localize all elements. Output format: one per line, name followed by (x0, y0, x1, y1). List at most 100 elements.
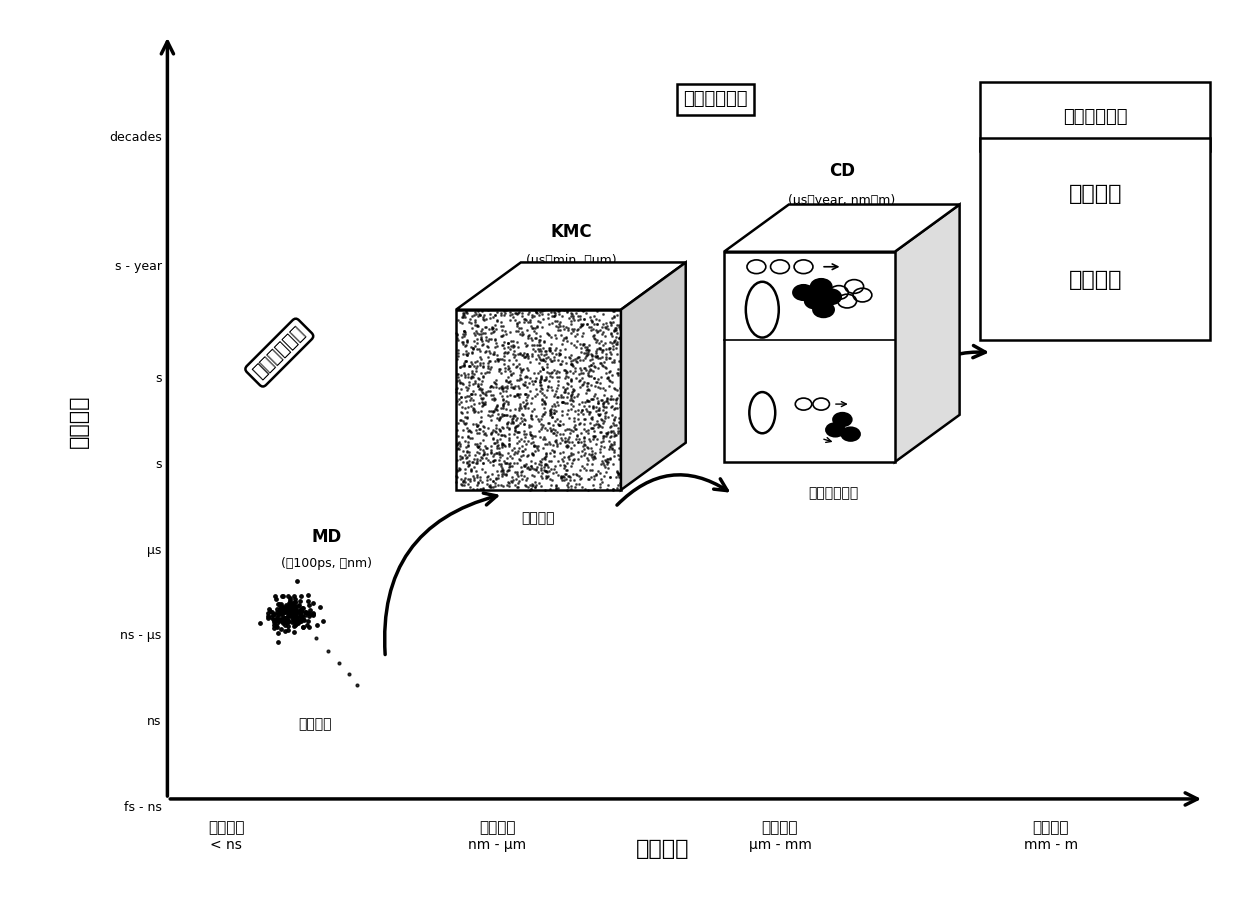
Point (482, 474, 502, 489)
Point (548, 323, 568, 338)
Point (454, 327, 474, 342)
Point (497, 389, 517, 403)
Point (456, 393, 476, 408)
Point (503, 473, 523, 487)
Point (565, 361, 585, 376)
Point (609, 468, 629, 483)
Point (472, 338, 492, 353)
Point (500, 342, 520, 356)
Point (275, 602, 295, 617)
Point (609, 411, 629, 426)
Point (557, 395, 577, 410)
Text: 介观尺度: 介观尺度 (761, 821, 799, 835)
Point (458, 348, 477, 363)
Point (544, 396, 564, 411)
Point (574, 482, 594, 497)
Point (609, 330, 629, 345)
Point (299, 619, 319, 634)
Point (515, 350, 534, 365)
Point (570, 426, 590, 440)
Point (284, 605, 304, 619)
Point (589, 463, 609, 478)
Point (448, 463, 467, 478)
Point (570, 337, 590, 352)
Point (512, 328, 532, 342)
Point (580, 405, 600, 420)
Point (531, 416, 551, 431)
Point (544, 307, 564, 322)
Point (557, 365, 577, 379)
Point (489, 354, 508, 368)
Point (531, 364, 551, 378)
Point (585, 446, 605, 461)
Point (596, 428, 616, 443)
Point (559, 422, 579, 437)
Point (600, 440, 620, 455)
Point (467, 437, 487, 451)
Point (454, 308, 474, 323)
Point (471, 450, 491, 464)
Point (484, 453, 503, 468)
Point (476, 332, 496, 347)
Point (559, 411, 579, 426)
Point (515, 424, 534, 438)
Point (489, 471, 508, 485)
Point (537, 469, 557, 484)
Point (552, 451, 572, 466)
Point (572, 458, 591, 473)
Point (278, 600, 298, 615)
Point (601, 441, 621, 456)
Point (463, 356, 482, 371)
Point (523, 320, 543, 335)
Point (501, 366, 521, 381)
Point (299, 587, 319, 602)
Point (609, 478, 629, 493)
Point (541, 330, 560, 344)
Point (464, 405, 484, 420)
Point (526, 330, 546, 345)
Point (548, 378, 568, 392)
Point (544, 305, 564, 319)
Point (448, 441, 467, 456)
Point (458, 477, 477, 492)
Point (563, 447, 583, 462)
Point (562, 393, 582, 408)
Text: s - year: s - year (114, 260, 161, 273)
Point (596, 457, 616, 472)
Point (568, 309, 588, 324)
Point (548, 306, 568, 321)
Point (585, 437, 605, 451)
Point (275, 605, 295, 619)
Point (492, 469, 512, 484)
Point (575, 340, 595, 354)
Point (273, 600, 293, 615)
Point (482, 467, 502, 482)
Point (492, 378, 512, 393)
Point (525, 338, 544, 353)
Point (580, 353, 600, 367)
Point (492, 461, 512, 475)
Point (461, 386, 481, 401)
Point (451, 477, 471, 492)
Point (515, 312, 534, 327)
Point (603, 368, 622, 383)
Point (574, 417, 594, 432)
Point (546, 482, 565, 497)
Point (532, 420, 552, 435)
Polygon shape (621, 262, 686, 490)
Point (460, 479, 480, 494)
Point (582, 352, 601, 366)
Point (531, 458, 551, 473)
Point (460, 312, 480, 327)
Point (532, 452, 552, 467)
Point (270, 602, 290, 617)
Point (480, 454, 500, 469)
Point (494, 396, 513, 411)
Point (459, 358, 479, 373)
Point (593, 396, 613, 411)
Point (585, 346, 605, 361)
Point (453, 423, 472, 438)
Point (528, 314, 548, 329)
Point (501, 379, 521, 394)
Point (588, 324, 608, 339)
